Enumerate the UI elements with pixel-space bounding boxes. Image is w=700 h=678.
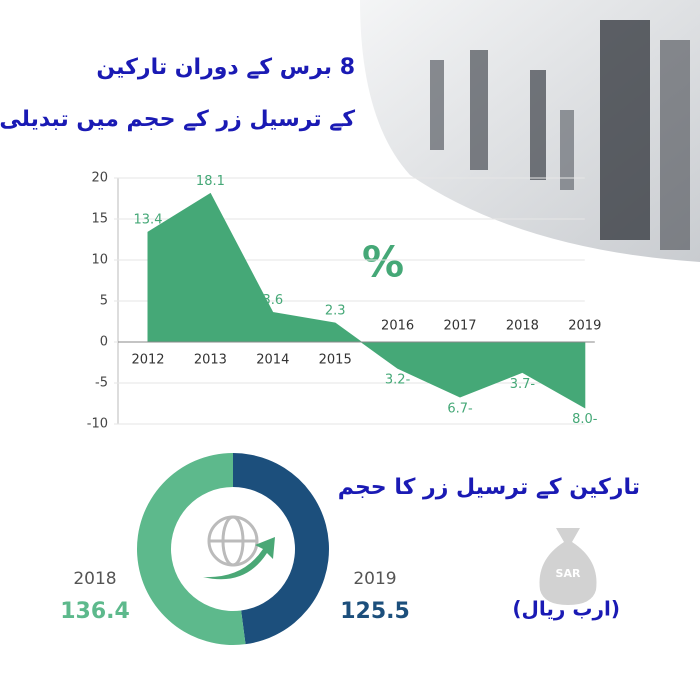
y-tick-label: 20 — [91, 171, 108, 186]
x-tick-label: 2013 — [194, 353, 227, 368]
value-label: 3.2- — [385, 373, 411, 388]
globe-ring — [173, 489, 293, 609]
background-photo — [360, 0, 700, 262]
y-tick-label: 0 — [100, 335, 108, 350]
money-bag-icon: SAR — [539, 528, 597, 605]
value-label: 3.6 — [262, 293, 283, 308]
y-tick-label: 5 — [100, 294, 108, 309]
percent-annotation: % — [362, 238, 404, 287]
x-tick-label: 2019 — [568, 319, 601, 334]
y-tick-label: -5 — [95, 376, 108, 391]
y-tick-label: 10 — [91, 253, 108, 268]
legend-year: 2019 — [353, 569, 396, 589]
icon-label: SAR — [556, 567, 581, 580]
donut-slice — [137, 453, 246, 645]
x-tick-label: 2012 — [131, 353, 164, 368]
donut-title: تارکین کے ترسیل زر کا حجم — [338, 475, 640, 500]
x-tick-label: 2016 — [381, 319, 414, 334]
x-tick-label: 2018 — [506, 319, 539, 334]
growth-arrow — [203, 537, 275, 580]
globe-icon — [173, 489, 293, 609]
chart-title: 8 برس کے دوران تارکین — [96, 55, 355, 80]
value-label: 8.0- — [572, 412, 598, 427]
legend-value: 136.4 — [60, 599, 130, 624]
legend-value: 125.5 — [340, 599, 410, 624]
y-tick-label: -10 — [87, 417, 108, 432]
y-tick-label: 15 — [91, 212, 108, 227]
x-tick-label: 2014 — [256, 353, 289, 368]
donut-slice — [233, 453, 330, 645]
x-tick-label: 2015 — [319, 353, 352, 368]
legend-year: 2018 — [73, 569, 116, 589]
value-label: 2.3 — [325, 304, 346, 319]
chart-subtitle: کے ترسیل زر کے حجم میں تبدیلی — [0, 107, 355, 132]
value-label: 13.4 — [134, 213, 163, 228]
value-label: 18.1 — [196, 174, 225, 189]
value-label: 6.7- — [447, 401, 473, 416]
value-label: 3.7- — [510, 377, 536, 392]
x-tick-label: 2017 — [443, 319, 476, 334]
unit-label: (ارب ریال) — [512, 597, 620, 621]
